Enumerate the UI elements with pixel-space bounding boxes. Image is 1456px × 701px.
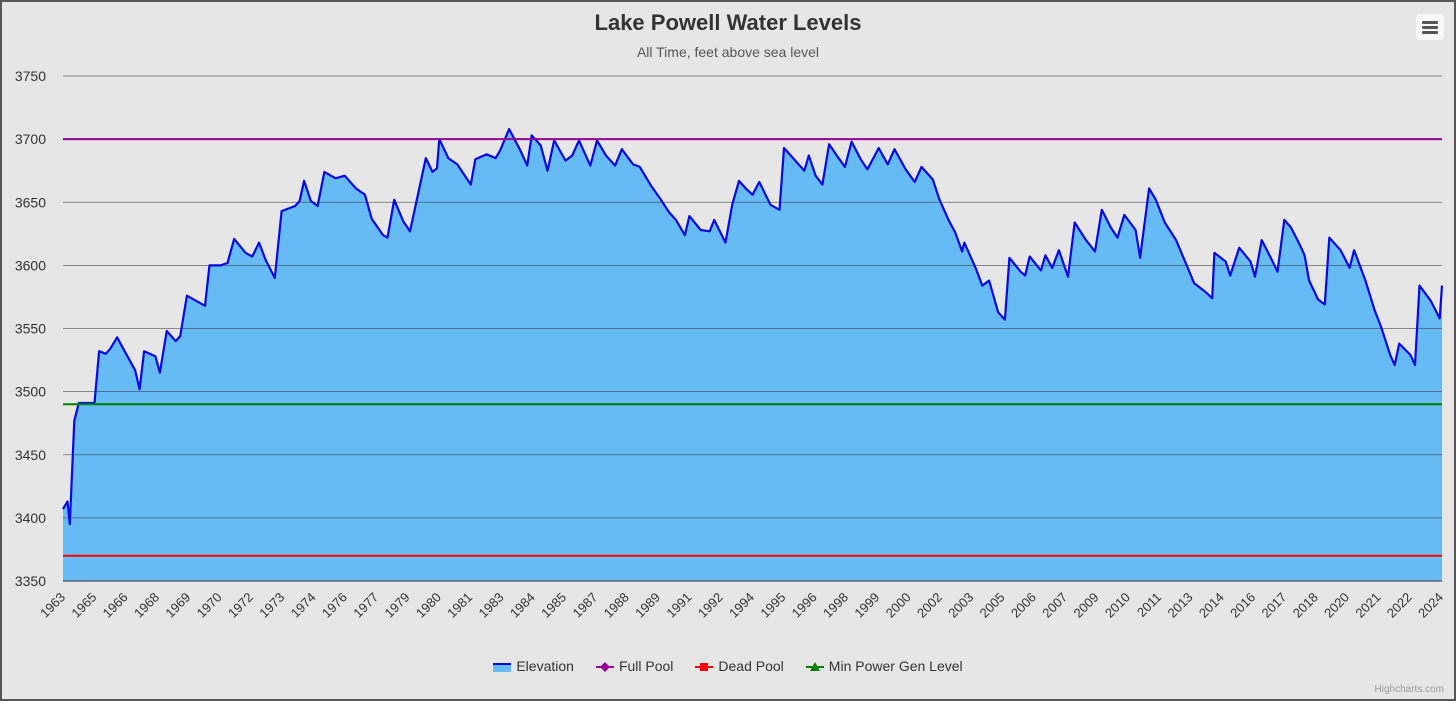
x-tick-label: 2005 — [977, 590, 1008, 621]
x-tick-label: 2016 — [1227, 590, 1258, 621]
legend: Elevation Full Pool Dead Pool Min Power Gen… — [0, 658, 1456, 674]
legend-item-min-power-gen-level[interactable]: Min Power Gen Level — [805, 658, 963, 674]
legend-label: Full Pool — [618, 658, 674, 674]
x-tick-label: 1965 — [68, 590, 99, 621]
x-tick-label: 2020 — [1321, 590, 1352, 621]
x-tick-label: 2010 — [1102, 590, 1133, 621]
x-tick-label: 1988 — [601, 590, 632, 621]
x-tick-label: 2018 — [1290, 590, 1321, 621]
x-tick-label: 1996 — [789, 590, 820, 621]
x-tick-label: 2003 — [945, 590, 976, 621]
x-tick-label: 2021 — [1352, 590, 1383, 621]
x-tick-label: 2011 — [1134, 590, 1164, 620]
x-tick-label: 1994 — [726, 590, 757, 621]
x-tick-label: 1992 — [695, 590, 726, 621]
y-tick-label: 3700 — [15, 131, 46, 147]
elevation-area — [63, 129, 1442, 581]
legend-marker-icon — [805, 662, 824, 672]
legend-item-elevation[interactable]: Elevation — [493, 658, 574, 674]
x-tick-label: 1979 — [382, 590, 413, 621]
x-tick-label: 1966 — [100, 590, 131, 621]
y-tick-label: 3400 — [15, 510, 46, 526]
x-tick-label: 2000 — [883, 590, 914, 621]
legend-marker-icon — [493, 663, 512, 673]
y-tick-label: 3650 — [15, 194, 46, 210]
x-tick-label: 2017 — [1258, 590, 1289, 621]
y-tick-label: 3600 — [15, 257, 46, 273]
x-tick-label: 2009 — [1071, 590, 1102, 621]
x-tick-label: 1973 — [256, 590, 287, 621]
legend-item-full-pool[interactable]: Full Pool — [595, 658, 674, 674]
x-tick-label: 1972 — [225, 590, 256, 621]
x-tick-label: 1969 — [162, 590, 193, 621]
x-tick-label: 1987 — [569, 590, 600, 621]
x-tick-label: 1984 — [507, 590, 538, 621]
x-tick-label: 1963 — [37, 590, 68, 621]
x-tick-label: 2014 — [1196, 590, 1227, 621]
x-tick-label: 1995 — [757, 590, 788, 621]
x-tick-label: 1985 — [538, 590, 569, 621]
legend-label: Dead Pool — [718, 658, 784, 674]
x-tick-label: 1991 — [663, 590, 694, 621]
x-tick-label: 2013 — [1165, 590, 1196, 621]
hamburger-menu-icon[interactable] — [1416, 14, 1444, 40]
credits-link[interactable]: Highcharts.com — [1374, 684, 1444, 695]
x-tick-label: 1981 — [444, 590, 475, 621]
y-tick-label: 3750 — [15, 68, 46, 84]
x-tick-label: 1977 — [350, 590, 381, 621]
x-tick-label: 1974 — [288, 590, 319, 621]
x-tick-label: 1983 — [476, 590, 507, 621]
legend-label: Min Power Gen Level — [828, 658, 963, 674]
x-tick-label: 2022 — [1384, 590, 1415, 621]
y-tick-label: 3550 — [15, 321, 46, 337]
x-tick-label: 1999 — [851, 590, 882, 621]
legend-marker-icon — [595, 662, 614, 673]
x-tick-label: 1989 — [632, 590, 663, 621]
chart-title: Lake Powell Water Levels — [594, 10, 862, 35]
y-tick-label: 3500 — [15, 384, 46, 400]
y-tick-label: 3450 — [15, 447, 46, 463]
x-tick-label: 1970 — [194, 590, 225, 621]
legend-label: Elevation — [516, 658, 574, 674]
y-tick-label: 3350 — [15, 573, 46, 589]
x-tick-label: 2024 — [1415, 590, 1446, 621]
x-tick-label: 1968 — [131, 590, 162, 621]
x-tick-label: 1976 — [319, 590, 350, 621]
chart-subtitle: All Time, feet above sea level — [636, 44, 820, 60]
x-tick-label: 2006 — [1008, 590, 1039, 621]
x-tick-label: 1980 — [413, 590, 444, 621]
x-tick-label: 2002 — [914, 590, 945, 621]
x-tick-label: 1998 — [820, 590, 851, 621]
x-tick-label: 2007 — [1039, 590, 1070, 621]
elevation-line — [62, 127, 1444, 526]
legend-marker-icon — [695, 663, 714, 672]
legend-item-dead-pool[interactable]: Dead Pool — [695, 658, 784, 674]
